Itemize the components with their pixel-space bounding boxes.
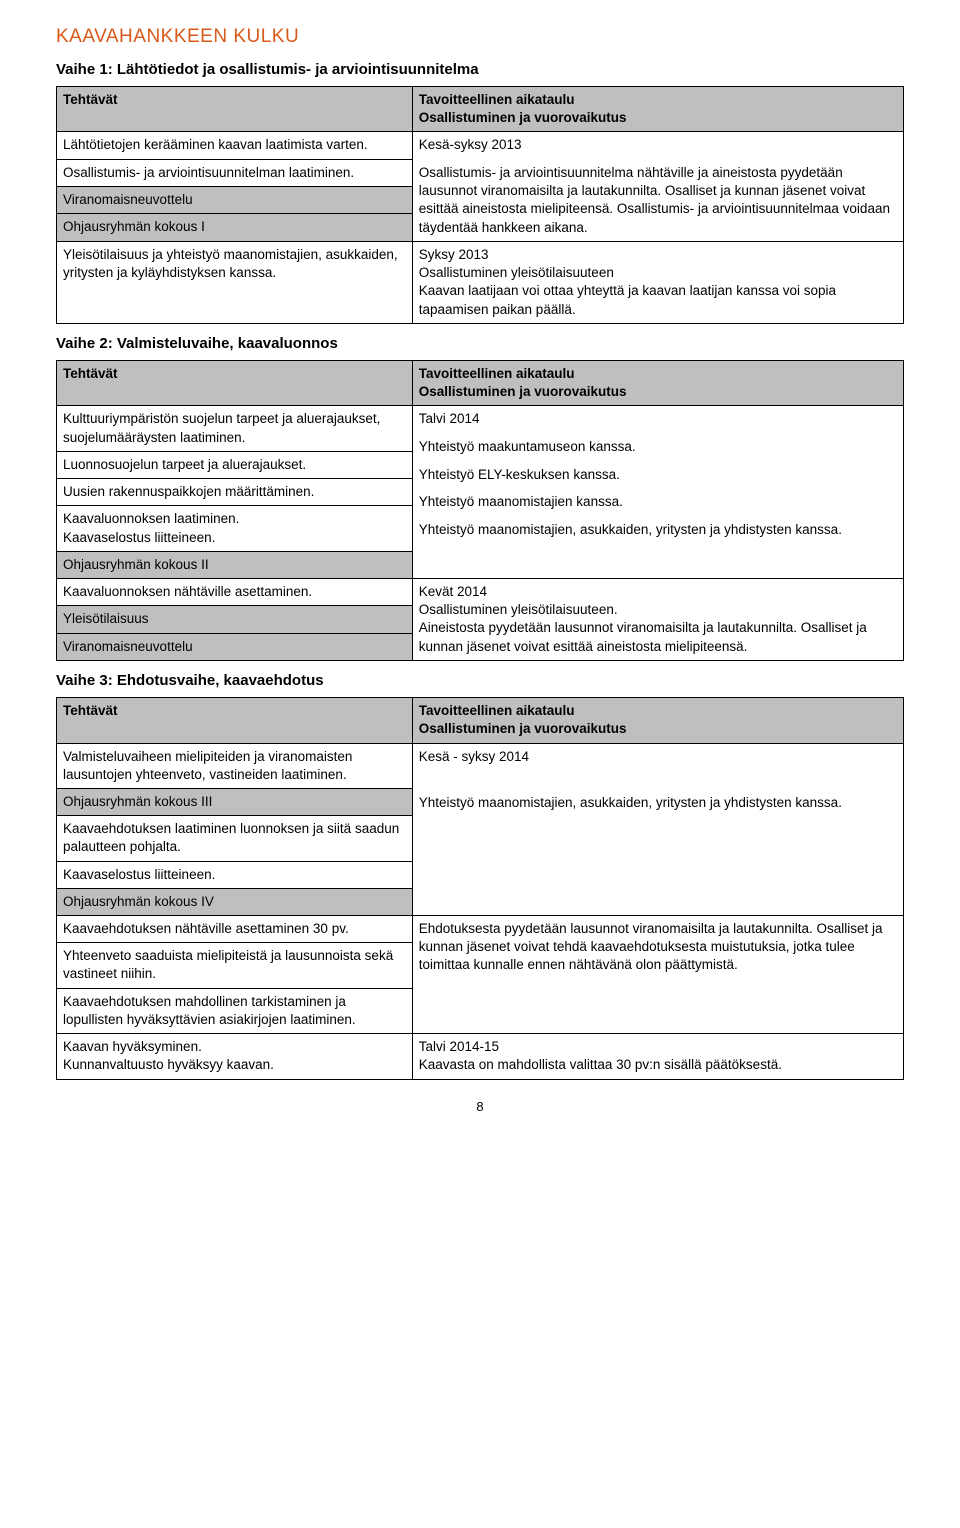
table-cell-right: Kesä - syksy 2014 Yhteistyö maanomistaji… [412, 743, 903, 916]
table-cell-left: Ohjausryhmän kokous IV [57, 888, 413, 915]
page-number: 8 [56, 1098, 904, 1116]
table-cell-right: Ehdotuksesta pyydetään lausunnot viranom… [412, 916, 903, 1034]
table-cell-left: Yleisötilaisuus [57, 606, 413, 633]
col-header-right: Tavoitteellinen aikatauluOsallistuminen … [412, 360, 903, 405]
table-cell-left: Kaavaluonnoksen nähtäville asettaminen. [57, 578, 413, 605]
table-cell-left: Yleisötilaisuus ja yhteistyö maanomistaj… [57, 241, 413, 323]
col-header-left: Tehtävät [57, 86, 413, 131]
table-cell-left: Viranomaisneuvottelu [57, 633, 413, 660]
table-cell-left: Luonnosuojelun tarpeet ja aluerajaukset. [57, 451, 413, 478]
table-cell-left: Ohjausryhmän kokous I [57, 214, 413, 241]
table-cell-left: Kaavaehdotuksen mahdollinen tarkistamine… [57, 988, 413, 1033]
table-cell-left: Kaavaehdotuksen laatiminen luonnoksen ja… [57, 816, 413, 861]
table-cell-left: Kaavaluonnoksen laatiminen.Kaavaselostus… [57, 506, 413, 551]
table-cell-left: Osallistumis- ja arviointisuunnitelman l… [57, 159, 413, 186]
stage-heading: Vaihe 2: Valmisteluvaihe, kaavaluonnos [56, 334, 904, 354]
table-cell-left: Ohjausryhmän kokous II [57, 551, 413, 578]
table-cell-right: Kevät 2014Osallistuminen yleisötilaisuut… [412, 578, 903, 660]
stage-table: TehtävätTavoitteellinen aikatauluOsallis… [56, 86, 904, 324]
stage-heading: Vaihe 1: Lähtötiedot ja osallistumis- ja… [56, 60, 904, 80]
table-cell-left: Yhteenveto saaduista mielipiteistä ja la… [57, 943, 413, 988]
table-cell-left: Viranomaisneuvottelu [57, 187, 413, 214]
stage-heading: Vaihe 3: Ehdotusvaihe, kaavaehdotus [56, 671, 904, 691]
table-cell-right: Talvi 2014 Yhteistyö maakuntamuseon kans… [412, 406, 903, 579]
page-title: KAAVAHANKKEEN KULKU [56, 24, 904, 50]
col-header-left: Tehtävät [57, 360, 413, 405]
table-cell-left: Kulttuuriympäristön suojelun tarpeet ja … [57, 406, 413, 451]
table-cell-right: Kesä-syksy 2013 Osallistumis- ja arvioin… [412, 132, 903, 242]
table-cell-left: Uusien rakennuspaikkojen määrittäminen. [57, 479, 413, 506]
col-header-right: Tavoitteellinen aikatauluOsallistuminen … [412, 698, 903, 743]
stage-table: TehtävätTavoitteellinen aikatauluOsallis… [56, 360, 904, 661]
table-cell-left: Kaavaselostus liitteineen. [57, 861, 413, 888]
col-header-right: Tavoitteellinen aikatauluOsallistuminen … [412, 86, 903, 131]
table-cell-left: Lähtötietojen kerääminen kaavan laatimis… [57, 132, 413, 159]
col-header-left: Tehtävät [57, 698, 413, 743]
table-cell-left: Ohjausryhmän kokous III [57, 788, 413, 815]
table-cell-left: Kaavan hyväksyminen.Kunnanvaltuusto hyvä… [57, 1034, 413, 1079]
stage-table: TehtävätTavoitteellinen aikatauluOsallis… [56, 697, 904, 1080]
table-cell-right: Talvi 2014-15Kaavasta on mahdollista val… [412, 1034, 903, 1079]
content-area: Vaihe 1: Lähtötiedot ja osallistumis- ja… [56, 60, 904, 1080]
table-cell-left: Valmisteluvaiheen mielipiteiden ja viran… [57, 743, 413, 788]
table-cell-left: Kaavaehdotuksen nähtäville asettaminen 3… [57, 916, 413, 943]
table-cell-right: Syksy 2013Osallistuminen yleisötilaisuut… [412, 241, 903, 323]
